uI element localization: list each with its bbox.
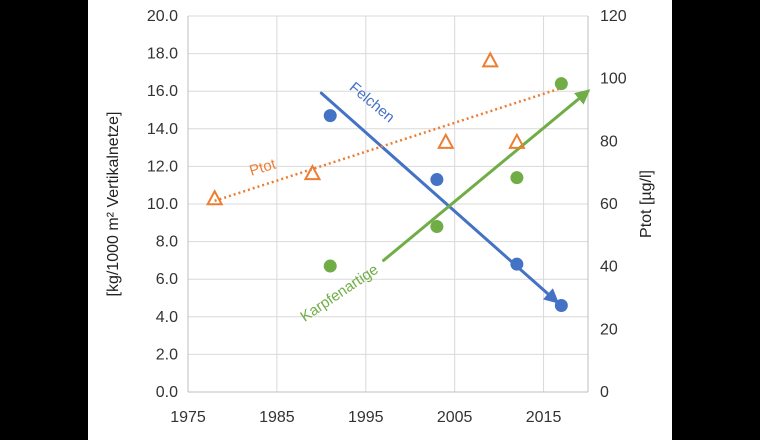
chart-panel: 0.0 2.0 4.0 6.0 8.0 10.0 12.0 14.0 16.0 18.0 20.0 1…	[88, 0, 672, 440]
karpfenartige-annotation: Karpfenartige	[297, 261, 381, 325]
y-tick-label: 10.0	[147, 196, 178, 213]
tick-labels: 0.0 2.0 4.0 6.0 8.0 10.0 12.0 14.0 16.0 18.0 20.0 1…	[147, 8, 627, 426]
y2-tick-label: 80	[600, 133, 618, 150]
karpfenartige-point	[323, 259, 337, 273]
x-tick-label: 1975	[170, 409, 206, 426]
y2-tick-label: 0	[600, 384, 609, 401]
y2-tick-label: 20	[600, 321, 618, 338]
ptot-point	[508, 132, 526, 149]
x-tick-label: 2005	[437, 409, 473, 426]
y-tick-label: 14.0	[147, 121, 178, 138]
y2-tick-label: 120	[600, 8, 627, 25]
karpfenartige-point	[554, 77, 568, 91]
ptot-point	[205, 189, 224, 206]
y-tick-label: 4.0	[156, 309, 178, 326]
y-axis-label: [kg/1000 m² Vertikalnetze]	[105, 112, 122, 297]
y-tick-label: 8.0	[156, 234, 178, 251]
y-tick-label: 2.0	[156, 346, 178, 363]
felchen-point	[323, 109, 337, 123]
data-points	[205, 51, 568, 313]
karpfenartige-point	[430, 220, 444, 234]
axes	[187, 16, 589, 393]
karpfenartige-point	[510, 171, 524, 185]
y-tick-label: 12.0	[147, 158, 178, 175]
ptot-point	[481, 51, 499, 68]
y2-tick-label: 60	[600, 196, 618, 213]
trend-lines	[214, 86, 591, 304]
x-tick-label: 2015	[526, 409, 562, 426]
x-tick-label: 1985	[259, 409, 295, 426]
y-tick-label: 20.0	[147, 8, 178, 25]
ptot-point	[437, 132, 455, 149]
felchen-point	[430, 173, 444, 187]
y-tick-label: 6.0	[156, 271, 178, 288]
y2-tick-label: 100	[600, 71, 627, 88]
felchen-annotation: Felchen	[346, 79, 398, 126]
felchen-point	[554, 299, 568, 313]
ptot-point	[303, 164, 322, 181]
karpfenartige-trend-line	[382, 89, 591, 262]
y-tick-label: 16.0	[147, 83, 178, 100]
y2-tick-label: 40	[600, 259, 618, 276]
x-tick-label: 1995	[348, 409, 384, 426]
ptot-trend-line	[214, 86, 562, 203]
y2-axis-label: Ptot [µg/l]	[638, 170, 655, 238]
ptot-annotation: Ptot	[247, 155, 278, 179]
grid-lines	[188, 15, 588, 392]
y-tick-label: 0.0	[156, 384, 178, 401]
felchen-point	[510, 257, 524, 271]
y-tick-label: 18.0	[147, 46, 178, 63]
dual-axis-scatter-chart: 0.0 2.0 4.0 6.0 8.0 10.0 12.0 14.0 16.0 18.0 20.0 1…	[105, 8, 655, 426]
